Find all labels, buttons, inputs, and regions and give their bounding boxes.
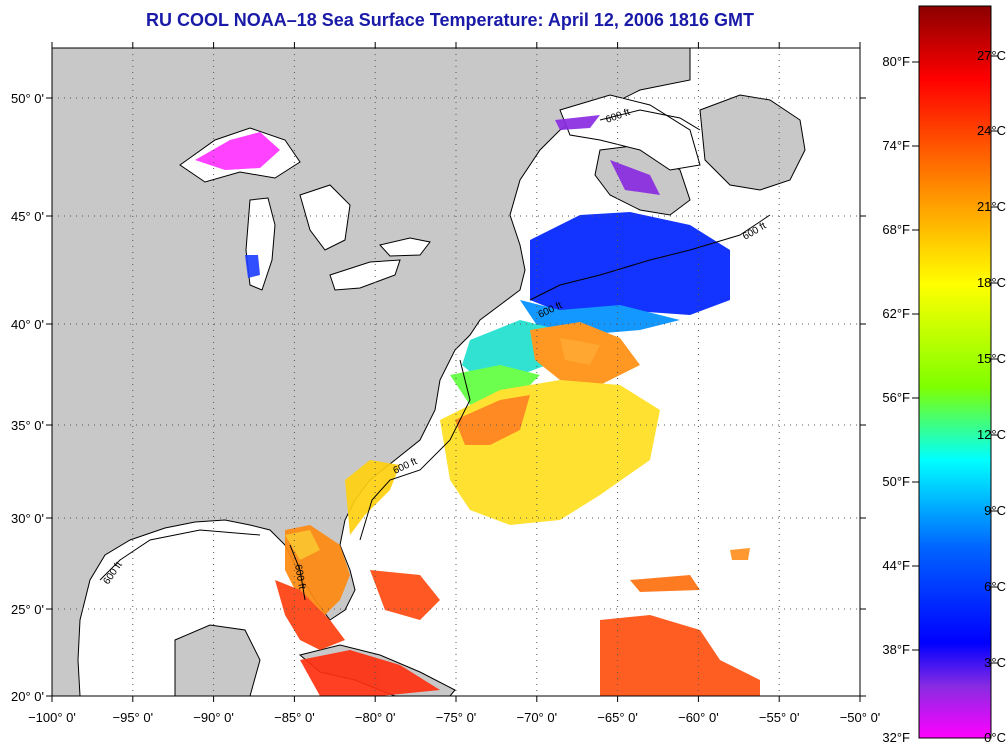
- lon-tick-label: −55° 0': [759, 710, 800, 725]
- celsius-tick-label: 3°C: [984, 655, 1006, 670]
- lat-tick-label: 20° 0': [11, 689, 44, 704]
- fahrenheit-tick-label: 56°F: [882, 390, 910, 405]
- fahrenheit-labels: 80°F 74°F 68°F 62°F 56°F 50°F 44°F 38°F 32°F: [882, 54, 919, 745]
- lake-ontario: [379, 237, 431, 257]
- fahrenheit-tick-label: 50°F: [882, 474, 910, 489]
- celsius-tick-label: 12°C: [977, 427, 1006, 442]
- celsius-tick-label: 21°C: [977, 199, 1006, 214]
- fahrenheit-tick-label: 74°F: [882, 138, 910, 153]
- lat-tick-label: 50° 0': [11, 91, 44, 106]
- lon-tick-label: −50° 0': [840, 710, 881, 725]
- map-title: RU COOL NOAA–18 Sea Surface Temperature:…: [146, 10, 754, 30]
- lon-tick-label: −90° 0': [193, 710, 234, 725]
- lat-tick-label: 45° 0': [11, 209, 44, 224]
- celsius-tick-label: 18°C: [977, 275, 1006, 290]
- fahrenheit-tick-label: 38°F: [882, 642, 910, 657]
- lon-tick-label: −70° 0': [517, 710, 558, 725]
- lon-tick-label: −60° 0': [678, 710, 719, 725]
- fahrenheit-tick-label: 44°F: [882, 558, 910, 573]
- temperature-colorbar: 80°F 74°F 68°F 62°F 56°F 50°F 44°F 38°F 32°F 27°…: [882, 5, 1006, 745]
- fahrenheit-tick-label: 62°F: [882, 306, 910, 321]
- longitude-axis: −100° 0' −95° 0' −90° 0' −85° 0' −80° 0' −75°…: [28, 42, 880, 725]
- gulf-of-st-lawrence: [559, 94, 701, 171]
- yucatan-land: [174, 624, 261, 696]
- celsius-tick-label: 9°C: [984, 503, 1006, 518]
- celsius-tick-label: 24°C: [977, 123, 1006, 138]
- lat-tick-label: 35° 0': [11, 418, 44, 433]
- map-panel: 600 ft 600 ft 600 ft 600 ft 600 ft 600 f…: [52, 48, 860, 696]
- colorbar-gradient: [918, 5, 992, 739]
- celsius-tick-label: 0°C: [984, 730, 1006, 745]
- lon-tick-label: −75° 0': [436, 710, 477, 725]
- fahrenheit-tick-label: 68°F: [882, 222, 910, 237]
- lon-tick-label: −85° 0': [274, 710, 315, 725]
- svg-text:600 ft: 600 ft: [292, 564, 307, 591]
- lat-tick-label: 30° 0': [11, 511, 44, 526]
- lake-huron: [299, 184, 351, 251]
- latitude-axis: 50° 0' 45° 0' 40° 0' 35° 0' 30° 0' 25° 0' 20° …: [11, 91, 866, 704]
- lon-tick-label: −95° 0': [113, 710, 154, 725]
- fahrenheit-tick-label: 80°F: [882, 54, 910, 69]
- lon-tick-label: −100° 0': [28, 710, 76, 725]
- celsius-tick-label: 27°C: [977, 48, 1006, 63]
- lat-tick-label: 25° 0': [11, 602, 44, 617]
- lon-tick-label: −80° 0': [355, 710, 396, 725]
- lat-tick-label: 40° 0': [11, 317, 44, 332]
- grid-lines: [52, 48, 860, 696]
- lon-tick-label: −65° 0': [597, 710, 638, 725]
- fahrenheit-tick-label: 32°F: [882, 730, 910, 745]
- celsius-tick-label: 15°C: [977, 351, 1006, 366]
- lake-erie: [329, 259, 401, 291]
- isobath-lines: [99, 109, 771, 601]
- sst-data-layer: [195, 115, 760, 696]
- celsius-tick-label: 6°C: [984, 579, 1006, 594]
- celsius-labels: 27°C 24°C 21°C 18°C 15°C 12°C 9°C 6°C 3°C 0°C: [977, 48, 1006, 745]
